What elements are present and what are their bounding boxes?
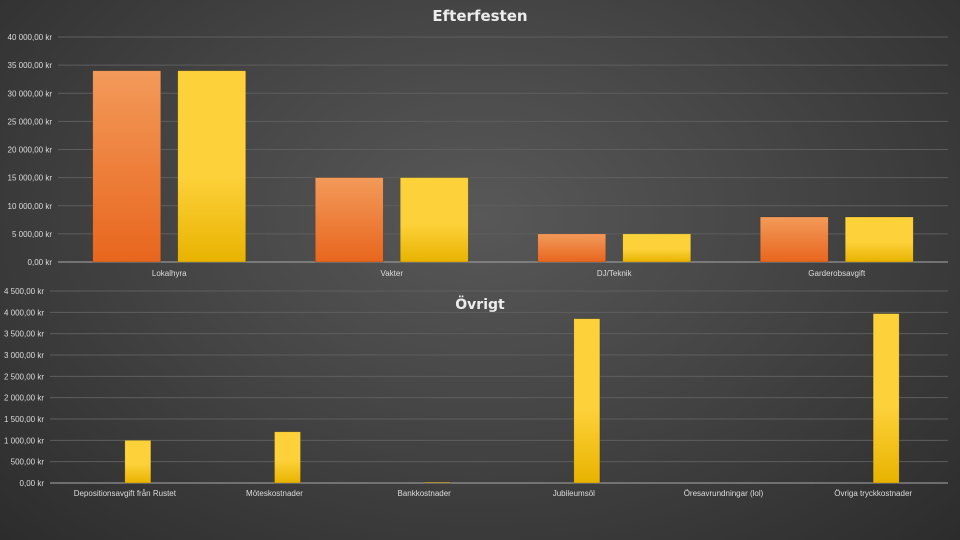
category-label: Bankkostnader bbox=[397, 489, 451, 498]
y-tick-label: 0,00 kr bbox=[20, 479, 45, 488]
bar-series-2-5 bbox=[872, 313, 900, 484]
y-tick-label: 10 000,00 kr bbox=[8, 202, 53, 211]
y-tick-label: 25 000,00 kr bbox=[8, 117, 53, 126]
y-tick-label: 1 500,00 kr bbox=[4, 415, 44, 424]
bar-series-1-0 bbox=[92, 70, 162, 263]
y-tick-label: 35 000,00 kr bbox=[8, 61, 53, 70]
y-tick-label: 500,00 kr bbox=[11, 458, 45, 467]
category-label: Lokalhyra bbox=[152, 269, 187, 278]
bar-series-2-1 bbox=[274, 431, 301, 484]
y-tick-label: 40 000,00 kr bbox=[8, 33, 53, 42]
bar-series-2-0 bbox=[124, 440, 152, 484]
efterfesten-y-axis: 0,00 kr 5 000,00 kr 10 000,00 kr 15 000,00 … bbox=[8, 33, 53, 267]
y-tick-label: 4 000,00 kr bbox=[4, 308, 44, 317]
category-label: Öresavrundningar (lol) bbox=[684, 489, 764, 498]
ovrigt-chart: Övrigt 0,00 kr 500,00 kr 1 000,00 kr 1 500,… bbox=[4, 287, 948, 498]
bar-series-2-3 bbox=[573, 318, 601, 484]
y-tick-label: 1 000,00 kr bbox=[4, 436, 44, 445]
y-tick-label: 2 500,00 kr bbox=[4, 372, 44, 381]
category-label: Jubileumsöl bbox=[553, 489, 595, 498]
y-tick-label: 4 500,00 kr bbox=[4, 287, 44, 296]
bar-series-1-3 bbox=[759, 216, 829, 263]
y-tick-label: 30 000,00 kr bbox=[8, 89, 53, 98]
ovrigt-x-axis: Depositionsavgift från Rustet Möteskostna… bbox=[74, 489, 913, 498]
efterfesten-x-axis: Lokalhyra Vakter DJ/Teknik Garderobsavgift bbox=[152, 269, 866, 278]
efterfesten-bars bbox=[92, 70, 914, 263]
y-tick-label: 15 000,00 kr bbox=[8, 174, 53, 183]
ovrigt-y-axis: 0,00 kr 500,00 kr 1 000,00 kr 1 500,00 kr 2 … bbox=[4, 287, 44, 488]
ovrigt-gridlines bbox=[50, 290, 948, 484]
efterfesten-title: Efterfesten bbox=[432, 7, 527, 25]
efterfesten-chart: Efterfesten 0,00 kr 5 000,00 kr 10 000,00 … bbox=[8, 7, 948, 278]
bar-series-1-1 bbox=[314, 177, 384, 263]
category-label: Garderobsavgift bbox=[808, 269, 866, 278]
ovrigt-bars bbox=[124, 313, 900, 484]
bar-series-2-0 bbox=[177, 70, 247, 263]
category-label: Depositionsavgift från Rustet bbox=[74, 489, 177, 498]
bar-series-2-2 bbox=[622, 233, 692, 263]
y-tick-label: 20 000,00 kr bbox=[8, 146, 53, 155]
ovrigt-title: Övrigt bbox=[455, 295, 505, 313]
category-label: Övriga tryckkostnader bbox=[834, 489, 912, 498]
category-label: Möteskostnader bbox=[246, 489, 303, 498]
bar-series-1-2 bbox=[537, 233, 607, 263]
bar-series-2-3 bbox=[844, 216, 914, 263]
y-tick-label: 0,00 kr bbox=[28, 258, 53, 267]
category-label: DJ/Teknik bbox=[597, 269, 633, 278]
bar-series-2-1 bbox=[399, 177, 469, 263]
y-tick-label: 5 000,00 kr bbox=[12, 230, 52, 239]
y-tick-label: 3 500,00 kr bbox=[4, 330, 44, 339]
category-label: Vakter bbox=[380, 269, 403, 278]
bar-series-2-2 bbox=[423, 481, 451, 484]
y-tick-label: 2 000,00 kr bbox=[4, 394, 44, 403]
y-tick-label: 3 000,00 kr bbox=[4, 351, 44, 360]
